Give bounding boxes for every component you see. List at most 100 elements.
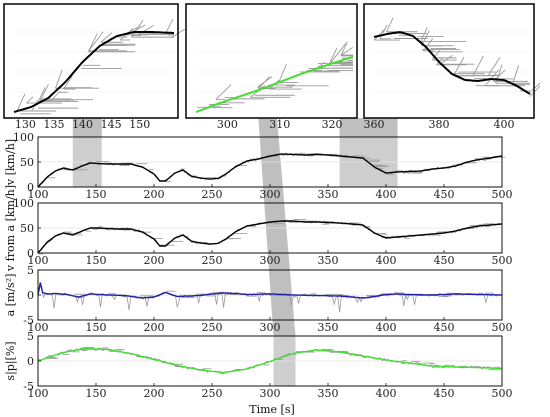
measured-bristle xyxy=(379,24,388,40)
inset-x-tick-label: 310 xyxy=(269,118,290,131)
zoom-connector-2 xyxy=(258,118,296,336)
panel-slope: 100 150 200 250 300 350 400 450 500 -5 0 5 s|p|[%] xyxy=(4,330,513,400)
fit-line-slope xyxy=(37,347,503,374)
x-tick-label: 100 xyxy=(28,387,49,400)
measured-bristle xyxy=(16,93,26,112)
inset-x-tick-label: 150 xyxy=(129,118,150,131)
fit-line-inset-3 xyxy=(373,31,531,95)
fit-line-inset-2 xyxy=(195,56,354,113)
measured-bristle xyxy=(328,48,338,64)
y-axis-label: a [m/s²] xyxy=(4,274,17,317)
measured-bristle xyxy=(51,90,61,101)
x-tick-label: 150 xyxy=(86,321,107,334)
x-axis-label: Time [s] xyxy=(249,403,295,416)
inset-frame xyxy=(363,3,535,119)
zoom-connector-1 xyxy=(72,118,102,137)
x-tick-label: 100 xyxy=(28,321,49,334)
measured-bristle xyxy=(63,75,73,90)
measured-line xyxy=(37,219,501,254)
measured-bristle xyxy=(420,27,428,42)
measured-bristle xyxy=(278,63,287,83)
inset-x-tick-label: 320 xyxy=(322,118,343,131)
x-tick-label: 250 xyxy=(202,321,223,334)
measured-bristle xyxy=(340,41,348,57)
y-tick-label: 0 xyxy=(27,355,34,368)
measured-bristle xyxy=(431,50,441,61)
x-tick-label: 250 xyxy=(202,387,223,400)
x-tick-label: 300 xyxy=(260,321,281,334)
inset-background xyxy=(364,4,534,118)
zoom-insets: 130 135 140 145 150 300 310 320 360 380 400 xyxy=(3,3,541,131)
inset-inset-3: 360 380 400 xyxy=(363,3,541,131)
y-axis-label: v from a [km/h] xyxy=(4,185,17,272)
inset-x-tick-label: 130 xyxy=(15,118,36,131)
zoom-connectors xyxy=(72,118,398,336)
measured-bristle xyxy=(330,43,347,63)
x-tick-label: 500 xyxy=(492,321,513,334)
x-tick-label: 450 xyxy=(434,254,455,267)
x-tick-label: 150 xyxy=(86,188,107,201)
measured-bristle xyxy=(529,85,541,97)
y-tick-label: 100 xyxy=(13,131,34,144)
measured-bristle xyxy=(374,28,386,41)
x-tick-label: 300 xyxy=(260,188,281,201)
inset-frame xyxy=(185,3,358,119)
measured-bristle xyxy=(472,55,484,76)
measured-bristle xyxy=(215,84,232,100)
measured-bristle xyxy=(55,69,63,89)
x-tick-label: 350 xyxy=(318,254,339,267)
x-tick-label: 400 xyxy=(376,387,397,400)
fit-line-velocity xyxy=(37,153,503,188)
x-tick-label: 400 xyxy=(376,188,397,201)
y-axis-label: s|p|[%] xyxy=(4,341,18,380)
measured-bristle xyxy=(87,33,98,52)
y-tick-label: 0 xyxy=(27,289,34,302)
y-tick-label: 5 xyxy=(27,264,34,277)
y-tick-label: 0 xyxy=(27,181,34,194)
x-tick-label: 200 xyxy=(144,188,165,201)
x-tick-label: 450 xyxy=(434,321,455,334)
x-tick-label: 350 xyxy=(318,188,339,201)
measured-bristle xyxy=(386,17,394,32)
x-tick-label: 250 xyxy=(202,254,223,267)
inset-x-tick-label: 135 xyxy=(44,118,65,131)
x-tick-label: 200 xyxy=(144,254,165,267)
x-tick-label: 450 xyxy=(434,387,455,400)
measured-bristle xyxy=(452,56,465,77)
fit-line-inset-1 xyxy=(13,31,175,113)
measured-data xyxy=(37,286,501,313)
y-tick-label: 100 xyxy=(13,197,34,210)
zoom-connector-3 xyxy=(339,118,398,137)
y-tick-label: 50 xyxy=(20,222,34,235)
x-tick-label: 400 xyxy=(376,321,397,334)
x-tick-label: 100 xyxy=(28,188,49,201)
inset-x-tick-label: 360 xyxy=(364,118,385,131)
measured-bristle xyxy=(131,20,144,38)
measured-bristle xyxy=(422,38,434,52)
inset-x-tick-label: 140 xyxy=(72,118,93,131)
measured-data xyxy=(37,347,501,375)
measured-bristle xyxy=(37,87,46,102)
inset-x-tick-label: 400 xyxy=(494,118,515,131)
measured-bristle xyxy=(100,32,113,43)
x-tick-label: 250 xyxy=(202,188,223,201)
x-tick-label: 200 xyxy=(144,387,165,400)
fit-line-acceleration xyxy=(37,282,502,299)
measured-bristle xyxy=(257,76,273,88)
x-tick-label: 100 xyxy=(28,254,49,267)
x-tick-label: 500 xyxy=(492,387,513,400)
measured-line xyxy=(37,286,501,313)
measured-bristle xyxy=(164,18,174,35)
inset-inset-2: 300 310 320 xyxy=(185,3,358,131)
x-tick-label: 150 xyxy=(86,254,107,267)
inset-background xyxy=(4,4,178,118)
x-tick-label: 500 xyxy=(492,254,513,267)
y-tick-label: 50 xyxy=(20,156,34,169)
fit-line-velocity-from-a xyxy=(37,220,503,254)
measured-bristle xyxy=(484,69,500,87)
measured-bristle xyxy=(512,65,520,85)
